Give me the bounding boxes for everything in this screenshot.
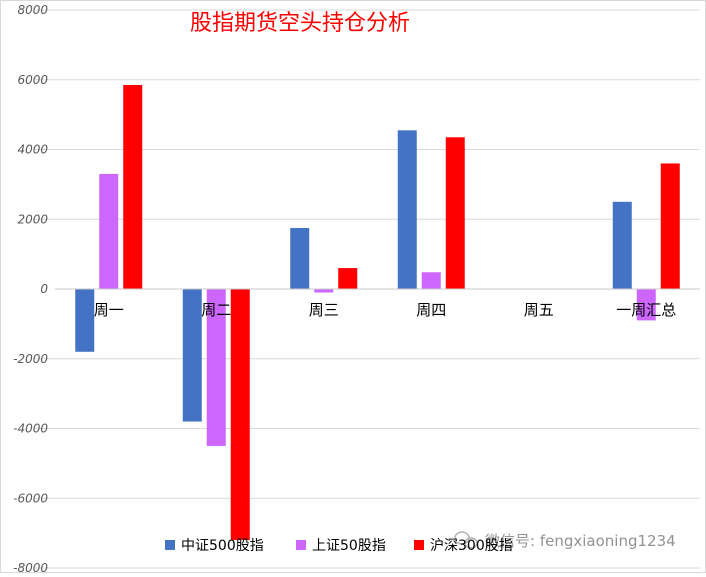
bars — [75, 84, 680, 541]
y-tick-label: 8000 — [17, 3, 48, 17]
x-tick-label: 周二 — [201, 301, 231, 319]
legend-swatch — [165, 540, 175, 550]
bar — [314, 289, 334, 293]
y-tick-label: 6000 — [17, 73, 48, 87]
y-tick-labels: 8000 6000 4000 2000 0 -2000 -4000 -6000 -8000 — [13, 3, 48, 575]
y-tick-label: -6000 — [13, 491, 48, 505]
x-tick-label: 周一 — [94, 301, 124, 319]
bar — [290, 227, 310, 289]
x-tick-labels: 周一 周二 周三 周四 周五 一周汇总 — [94, 301, 677, 319]
x-tick-label: 一周汇总 — [616, 301, 676, 319]
x-tick-label: 周三 — [309, 301, 339, 319]
bar — [636, 289, 656, 321]
bar — [206, 289, 226, 446]
bar — [397, 130, 417, 289]
gridlines — [35, 9, 700, 569]
bar — [75, 289, 95, 352]
bar — [182, 289, 202, 422]
watermark: 微信号: fengxiaoning1234 — [454, 531, 676, 550]
legend-label: 中证500股指 — [181, 538, 264, 554]
legend-label: 上证50股指 — [312, 538, 386, 554]
y-tick-label: 2000 — [17, 212, 48, 226]
chart-title: 股指期货空头持仓分析 — [190, 11, 410, 36]
y-tick-label: 0 — [40, 282, 48, 296]
bar — [230, 289, 250, 541]
y-tick-label: 4000 — [17, 143, 48, 157]
wechat-icon — [454, 531, 478, 549]
y-tick-label: -4000 — [13, 422, 48, 436]
bar — [612, 201, 632, 289]
bar — [445, 137, 465, 289]
bar — [123, 84, 143, 289]
legend-swatch — [414, 540, 424, 550]
bar — [99, 173, 119, 289]
legend-label: 沪深300股指 — [430, 538, 513, 554]
legend-swatch — [296, 540, 306, 550]
x-tick-label: 周四 — [416, 301, 446, 319]
bar — [660, 163, 680, 289]
y-tick-label: -8000 — [13, 561, 48, 573]
legend: 中证500股指 上证50股指 沪深300股指 — [165, 538, 513, 554]
y-tick-label: -2000 — [13, 352, 48, 366]
bar — [338, 268, 358, 289]
watermark-text: 微信号: fengxiaoning1234 — [485, 532, 676, 550]
x-tick-label: 周五 — [524, 301, 554, 319]
bar — [421, 272, 441, 289]
